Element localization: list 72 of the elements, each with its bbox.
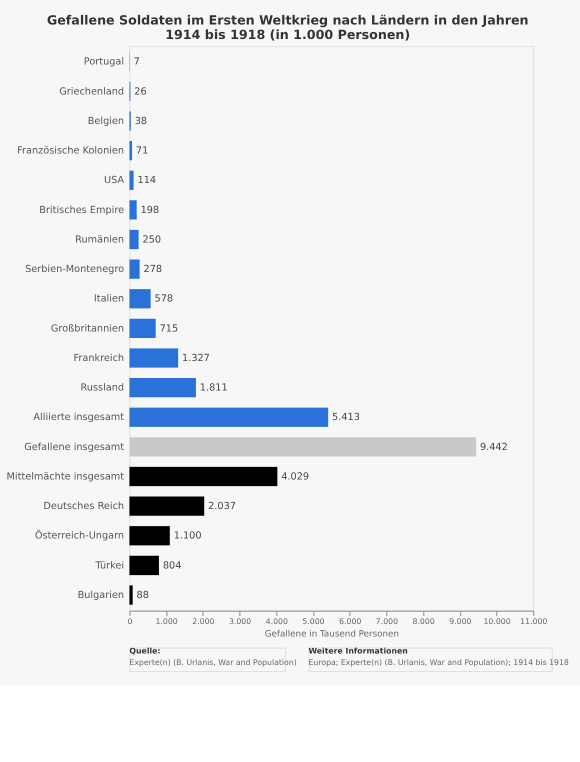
y-tick-label: Alliierte insgesamt xyxy=(33,412,124,424)
data-label: 1.327 xyxy=(182,352,210,364)
x-tick-label: 9.000 xyxy=(449,616,472,626)
y-tick-label: Deutsches Reich xyxy=(43,501,124,512)
y-tick-label: Russland xyxy=(80,382,124,394)
source-note: Quelle: xyxy=(129,646,161,656)
y-tick-label: Mittelmächte insgesamt xyxy=(6,471,124,482)
x-tick-label: 4.000 xyxy=(266,616,288,626)
y-tick-label: Frankreich xyxy=(73,352,124,364)
y-tick-label: Gefallene insgesamt xyxy=(24,442,124,453)
data-label: 278 xyxy=(144,264,162,276)
bar xyxy=(129,437,476,457)
bar xyxy=(129,200,137,220)
bar xyxy=(129,289,151,308)
data-label: 88 xyxy=(136,590,149,601)
data-label: 71 xyxy=(136,146,148,157)
x-tick-label: 2.000 xyxy=(192,616,215,626)
data-label: 9.442 xyxy=(480,442,508,453)
x-tick-label: 8.000 xyxy=(412,616,435,626)
bar xyxy=(129,230,139,250)
y-tick-label: Britisches Empire xyxy=(39,204,124,216)
y-tick-label: Portugal xyxy=(84,56,124,68)
text: Experte(n) (B. Urlanis, War and Population) xyxy=(129,658,297,668)
y-tick-label: Großbritannien xyxy=(50,323,124,334)
y-tick-label: Italien xyxy=(94,294,124,305)
text: Weitere Informationen xyxy=(308,646,408,656)
data-label: 250 xyxy=(142,234,162,246)
x-axis-title: Gefallene in Tausend Personen xyxy=(264,629,399,640)
x-tick-label: 5.000 xyxy=(302,616,325,626)
x-tick-label: 0 xyxy=(127,616,132,626)
x-tick-label: 10.000 xyxy=(483,616,511,626)
x-tick-label: 6.000 xyxy=(339,616,362,626)
x-tick-label: 7.000 xyxy=(376,616,398,626)
bar xyxy=(129,556,159,576)
y-tick-label: Serbien-Montenegro xyxy=(25,264,124,276)
bar xyxy=(129,496,204,516)
data-label: 1.100 xyxy=(174,530,202,542)
data-label: 578 xyxy=(154,294,174,305)
data-label: 198 xyxy=(140,204,160,216)
data-label: 715 xyxy=(160,323,178,334)
chart-title: Gefallene Soldaten im Ersten Weltkrieg nach Ländern in den Jahren 1914 bis 1918 (in 1.000 Personen) xyxy=(46,12,529,42)
bar xyxy=(129,466,278,486)
y-tick-label: Belgien xyxy=(88,116,124,127)
y-tick-label: Rumänien xyxy=(75,234,124,246)
bar xyxy=(129,585,133,605)
data-label: 2.037 xyxy=(208,501,236,512)
x-tick-label: 1.000 xyxy=(156,616,178,626)
text: Europa; Experte(n) (B. Urlanis, War and Population); 1914 bis 1918 xyxy=(308,658,569,668)
x-tick-label: 3.000 xyxy=(228,616,252,626)
bar xyxy=(129,408,328,427)
y-tick-label: Bulgarien xyxy=(78,590,124,601)
bar xyxy=(129,170,134,190)
bar xyxy=(129,318,156,338)
bar xyxy=(129,348,178,368)
bar xyxy=(129,526,170,546)
x-tick-label: 11.000 xyxy=(520,616,548,626)
data-label: 4.029 xyxy=(281,471,310,482)
y-tick-label: USA xyxy=(104,175,124,186)
bar xyxy=(129,141,132,160)
y-tick-label: Österreich-Ungarn xyxy=(34,530,124,542)
data-label: 5.413 xyxy=(332,412,360,424)
bar xyxy=(129,378,196,398)
y-tick-label: Französische Kolonien xyxy=(17,146,124,157)
bar xyxy=(129,260,140,279)
data-label: 38 xyxy=(134,116,148,127)
data-label: 114 xyxy=(138,175,156,186)
y-tick-label: Griechenland xyxy=(59,86,124,98)
data-label: 7 xyxy=(134,56,140,68)
data-label: 26 xyxy=(134,86,147,98)
data-label: 804 xyxy=(162,560,182,572)
y-tick-label: Türkei xyxy=(94,560,124,572)
data-label: 1.811 xyxy=(200,382,228,394)
